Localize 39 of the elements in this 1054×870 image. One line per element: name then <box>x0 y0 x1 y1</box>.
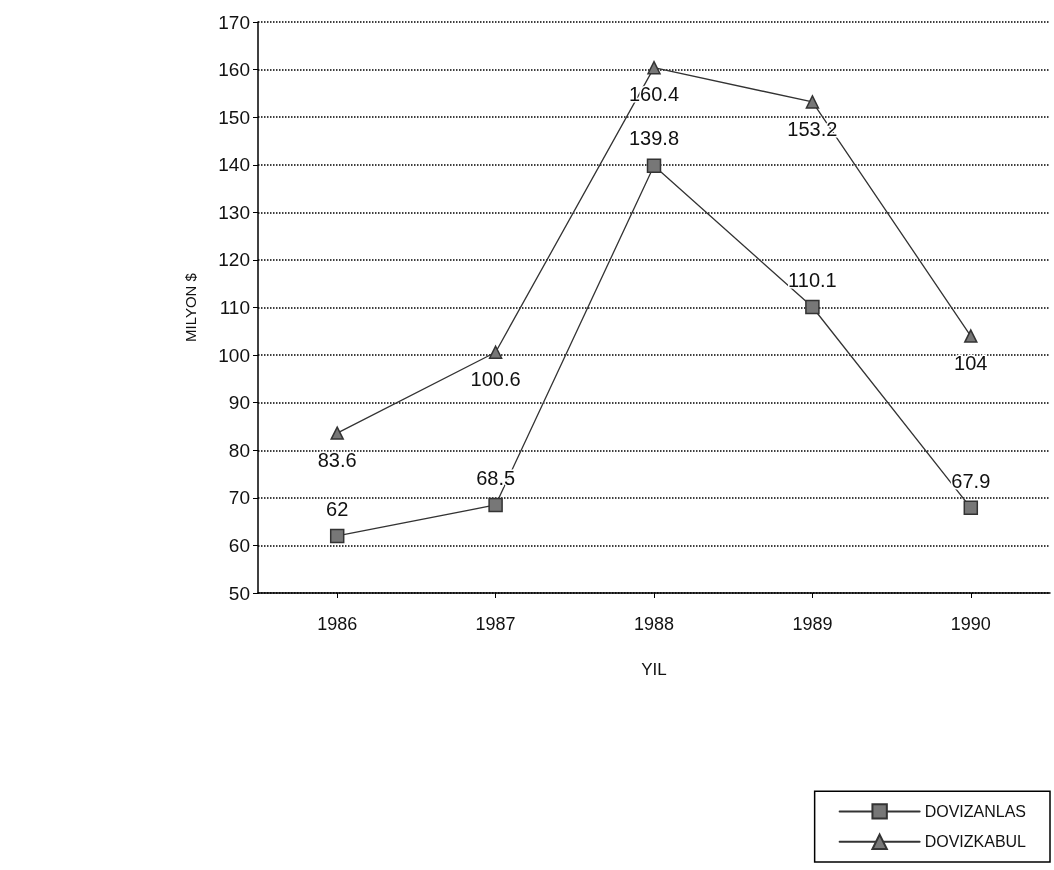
x-tick-label: 1987 <box>475 614 516 634</box>
y-tick-label: 160 <box>218 59 250 81</box>
y-tick-label: 130 <box>218 201 250 223</box>
legend-label: DOVIZANLAS <box>924 802 1026 820</box>
x-tick-label: 1986 <box>317 614 358 634</box>
data-label: 83.6 <box>317 448 357 471</box>
x-tick-label: 1989 <box>792 614 833 634</box>
data-label: 67.9 <box>951 469 991 492</box>
point <box>330 426 344 440</box>
data-label: 139.8 <box>628 127 680 150</box>
x-axis-title: YIL <box>641 660 667 679</box>
point <box>963 500 979 516</box>
point <box>646 158 662 173</box>
point <box>647 60 661 75</box>
y-tick-label: 50 <box>228 582 250 604</box>
y-tick-label: 100 <box>218 344 250 366</box>
point <box>805 299 820 315</box>
y-tick-label: 170 <box>218 11 250 33</box>
y-tick-label: 60 <box>228 534 250 556</box>
point <box>488 345 503 359</box>
y-tick-label: 120 <box>218 249 250 271</box>
point <box>964 329 978 343</box>
y-tick-label: 150 <box>218 106 250 128</box>
data-label: 110.1 <box>788 268 837 291</box>
data-label: 62 <box>326 497 349 520</box>
y-tick-label: 70 <box>228 487 250 509</box>
x-tick-label: 1988 <box>633 614 675 634</box>
y-tick-label: 90 <box>228 392 250 414</box>
data-label: 104 <box>954 351 988 374</box>
legend-label: DOVIZKABUL <box>924 833 1027 851</box>
point <box>805 95 820 109</box>
data-label: 100.6 <box>470 367 521 390</box>
y-tick-label: 80 <box>228 439 250 461</box>
point <box>329 528 345 544</box>
x-tick-label: 1990 <box>950 614 991 634</box>
y-axis-title: MILYON $ <box>182 272 199 342</box>
y-tick-label: 140 <box>218 154 250 176</box>
point <box>488 497 503 513</box>
y-tick-label: 110 <box>219 297 250 318</box>
